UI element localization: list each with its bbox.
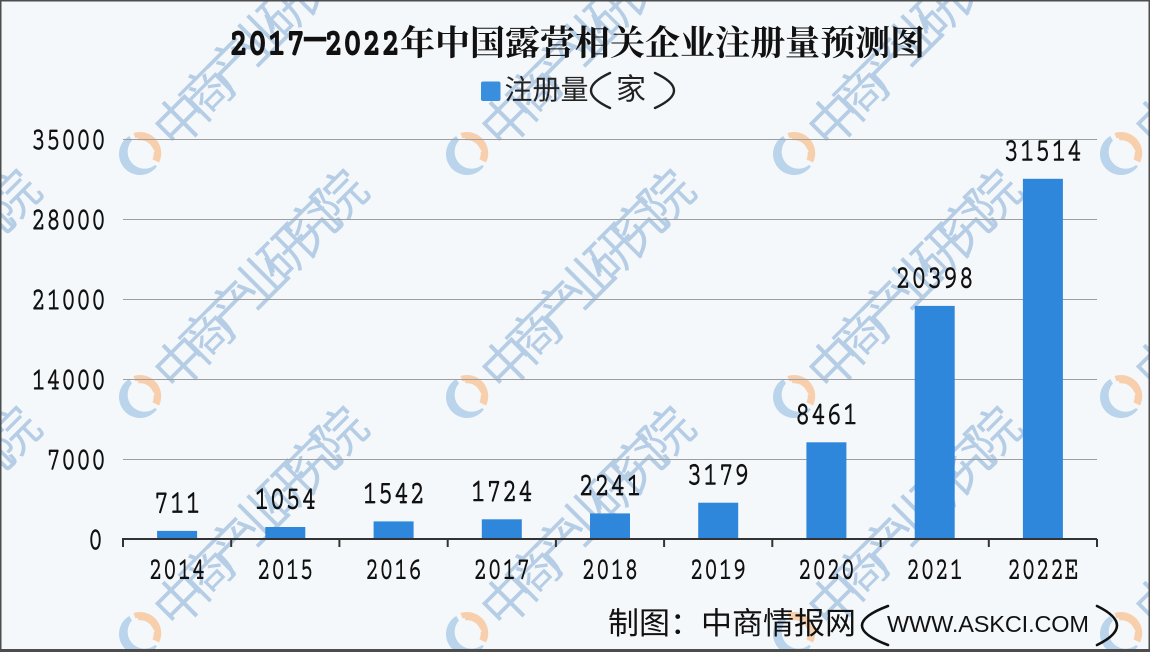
svg-text:WWW.ASKCI.COM: WWW.ASKCI.COM	[887, 611, 1089, 637]
